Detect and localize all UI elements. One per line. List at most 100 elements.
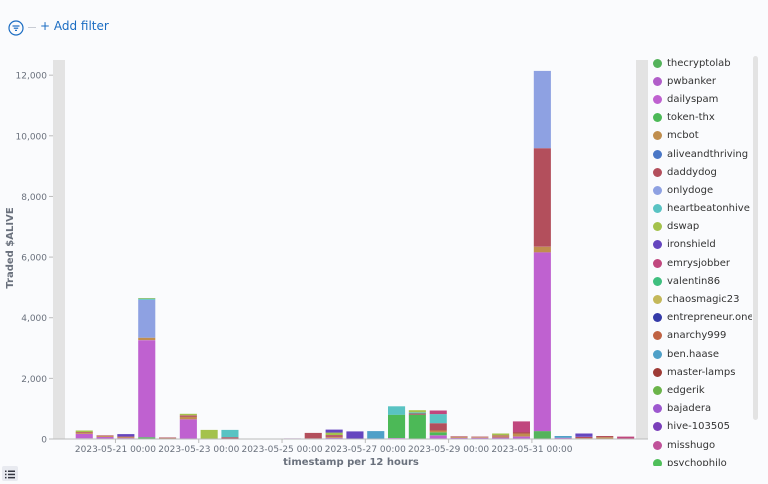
bar-segment-ironshield[interactable] <box>325 429 343 433</box>
bar-segment-daddydog[interactable] <box>96 435 114 436</box>
bar-segment-mcbot[interactable] <box>138 337 156 341</box>
bar-segment-mcbot[interactable] <box>325 436 343 438</box>
bar-segment-mcbot[interactable] <box>429 430 447 433</box>
bar-segment-onlydoge[interactable] <box>138 299 156 338</box>
bar-segment-mcbot[interactable] <box>450 436 468 438</box>
y-tick-label: 2,000 <box>21 375 47 385</box>
bar-segment-mcbot[interactable] <box>596 437 614 439</box>
legend-item[interactable]: ben.haase <box>652 345 752 363</box>
bar-segment-heartbeatonhive[interactable] <box>408 412 426 414</box>
bar-segment-daddydog[interactable] <box>512 432 530 434</box>
bar-segment-mcbot[interactable] <box>179 416 197 420</box>
legend-scrollbar[interactable] <box>753 56 758 420</box>
legend-item[interactable]: hive-103505 <box>652 418 752 436</box>
bar-segment-daddydog[interactable] <box>304 432 322 439</box>
bar-segment-dswap[interactable] <box>179 413 197 416</box>
bar-segment-dailyspam[interactable] <box>96 436 114 439</box>
bar-segment-dswap[interactable] <box>75 430 93 433</box>
legend-item[interactable]: dailyspam <box>652 90 752 108</box>
bar-segment-daddydog[interactable] <box>179 415 197 417</box>
bar-segment-daddydog[interactable] <box>325 435 343 437</box>
legend-item[interactable]: chaosmagic23 <box>652 290 752 308</box>
bar-segment-ben.haase[interactable] <box>554 436 572 438</box>
bar-segment-token-thx[interactable] <box>408 414 426 439</box>
bar-segment-daddydog[interactable] <box>117 436 135 438</box>
bar-segment-onlydoge[interactable] <box>533 70 551 149</box>
legend-item[interactable]: master-lamps <box>652 363 752 381</box>
bar-segment-token-thx[interactable] <box>429 432 447 436</box>
legend-item[interactable]: dswap <box>652 218 752 236</box>
bar-segment-dailyspam[interactable] <box>75 433 93 439</box>
bar-segment-dailyspam[interactable] <box>429 435 447 439</box>
bar-segment-mcbot[interactable] <box>75 432 93 434</box>
list-toggle-button[interactable] <box>2 466 18 481</box>
bar-segment-heartbeatonhive[interactable] <box>138 298 156 300</box>
bar-segment-daddydog[interactable] <box>408 413 426 415</box>
bar-segment-dswap[interactable] <box>492 433 510 436</box>
bar-segment-dswap[interactable] <box>325 432 343 435</box>
bar-segment-mcbot[interactable] <box>96 436 114 437</box>
bar-segment-thecryptolab[interactable] <box>533 431 551 439</box>
bar-segment-daddydog[interactable] <box>492 435 510 437</box>
legend-item[interactable]: misshugo <box>652 436 752 454</box>
bar-segment-emrysjobber[interactable] <box>512 421 530 432</box>
bar-segment-mcbot[interactable] <box>512 433 530 437</box>
legend-item[interactable]: emrysjobber <box>652 254 752 272</box>
bar-segment-dswap[interactable] <box>408 410 426 413</box>
bar-segment-dailyspam[interactable] <box>138 340 156 438</box>
bar-segment-daddydog[interactable] <box>471 436 489 438</box>
legend-item[interactable]: bajadera <box>652 400 752 418</box>
bar-segment-dailyspam[interactable] <box>554 437 572 439</box>
bar-segment-heartbeatonhive[interactable] <box>429 414 447 424</box>
bar-segment-heartbeatonhive[interactable] <box>388 406 406 415</box>
legend-item[interactable]: psychophilo <box>652 454 752 466</box>
bar-segment-dswap[interactable] <box>200 429 218 439</box>
legend-item[interactable]: aliveandthriving <box>652 145 752 163</box>
legend-item[interactable]: edgerik <box>652 381 752 399</box>
bar-segment-ben.haase[interactable] <box>367 431 385 439</box>
legend-item[interactable]: anarchy999 <box>652 327 752 345</box>
bar-segment-ironshield[interactable] <box>117 434 135 437</box>
bar-segment-dswap[interactable] <box>138 298 156 299</box>
filter-icon[interactable] <box>8 20 24 36</box>
bar-segment-dailyspam[interactable] <box>492 437 510 440</box>
legend-item[interactable]: heartbeatonhive <box>652 200 752 218</box>
legend-item[interactable]: onlydoge <box>652 181 752 199</box>
legend-item[interactable]: thecryptolab <box>652 54 752 72</box>
legend-item[interactable]: entrepreneur.one <box>652 309 752 327</box>
bar-segment-mcbot[interactable] <box>533 246 551 253</box>
bar-segment-emrysjobber[interactable] <box>429 410 447 415</box>
bar-segment-dailyspam[interactable] <box>179 419 197 439</box>
legend-item[interactable]: token-thx <box>652 109 752 127</box>
bar-segment-daddydog[interactable] <box>450 436 468 437</box>
bar-segment-thecryptolab[interactable] <box>138 437 156 439</box>
add-filter-button[interactable]: + Add filter <box>40 19 109 33</box>
bar-segment-daddydog[interactable] <box>533 148 551 247</box>
bar-segment-daddydog[interactable] <box>429 423 447 431</box>
bar-segment-mcbot[interactable] <box>117 437 135 439</box>
bar-segment-dailyspam[interactable] <box>512 436 530 439</box>
bar-segment-daddydog[interactable] <box>596 436 614 438</box>
bar-segment-daddydog[interactable] <box>75 432 93 433</box>
bar-segment-token-thx[interactable] <box>388 414 406 438</box>
right-range-handle[interactable] <box>636 60 648 439</box>
bar-segment-ironshield[interactable] <box>575 433 593 437</box>
bar-segment-daddydog[interactable] <box>575 436 593 439</box>
bar-segment-heartbeatonhive[interactable] <box>221 429 239 438</box>
bar-segment-dailyspam[interactable] <box>471 437 489 439</box>
legend-item[interactable]: daddydog <box>652 163 752 181</box>
bar-segment-emrysjobber[interactable] <box>617 436 635 439</box>
bar-segment-daddydog[interactable] <box>159 437 177 439</box>
legend-item[interactable]: pwbanker <box>652 72 752 90</box>
bar-segment-mcbot[interactable] <box>492 436 510 438</box>
bar-segment-dailyspam[interactable] <box>450 437 468 439</box>
bar-segment-mcbot[interactable] <box>471 437 489 438</box>
bar-segment-dailyspam[interactable] <box>325 437 343 439</box>
left-range-handle[interactable] <box>53 60 65 439</box>
legend-item[interactable]: mcbot <box>652 127 752 145</box>
legend-item[interactable]: ironshield <box>652 236 752 254</box>
bar-segment-daddydog[interactable] <box>221 437 239 439</box>
bar-segment-dailyspam[interactable] <box>533 252 551 432</box>
legend-item[interactable]: valentin86 <box>652 272 752 290</box>
bar-segment-ironshield[interactable] <box>346 431 364 439</box>
